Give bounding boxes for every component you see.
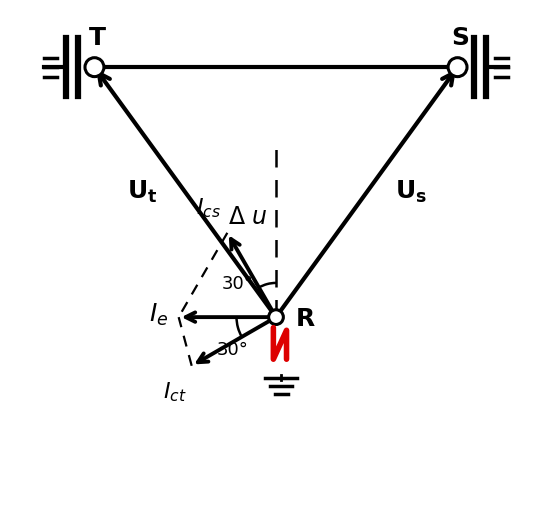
Text: $\mathit{I}_e$: $\mathit{I}_e$ xyxy=(149,302,168,327)
Text: $\mathbf{U_t}$: $\mathbf{U_t}$ xyxy=(127,179,157,205)
Text: T: T xyxy=(88,26,105,50)
Text: S: S xyxy=(451,26,469,50)
Text: $\mathit{I}_{ct}$: $\mathit{I}_{ct}$ xyxy=(163,380,187,404)
Text: 30°: 30° xyxy=(217,341,249,359)
Text: R: R xyxy=(296,307,315,331)
Text: $\mathbf{U_s}$: $\mathbf{U_s}$ xyxy=(395,179,427,205)
Text: $\mathit{\Delta}\ u$: $\mathit{\Delta}\ u$ xyxy=(229,205,268,229)
Circle shape xyxy=(85,58,104,77)
Circle shape xyxy=(269,310,283,324)
Circle shape xyxy=(448,58,467,77)
Text: 30°: 30° xyxy=(222,276,254,294)
Text: $\mathit{I}_{cs}$: $\mathit{I}_{cs}$ xyxy=(196,196,221,220)
